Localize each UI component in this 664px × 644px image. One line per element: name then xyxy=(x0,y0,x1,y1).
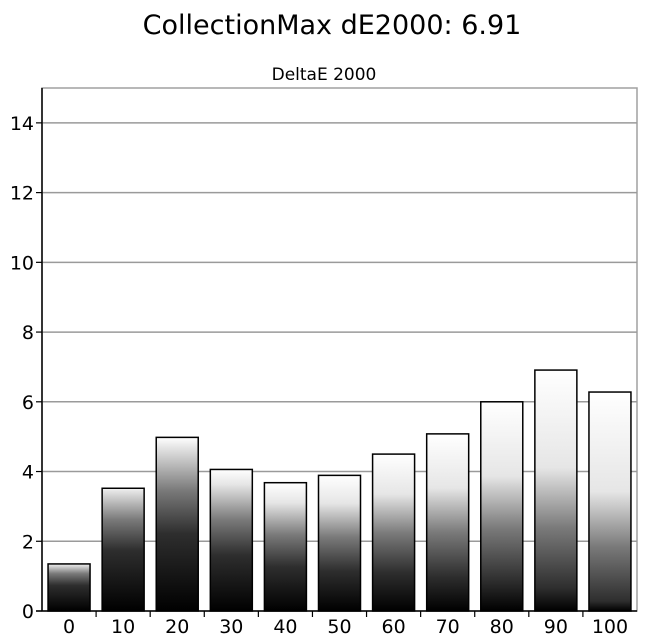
bar-10 xyxy=(101,487,145,612)
y-tick-label: 4 xyxy=(22,462,34,484)
x-tick-label: 50 xyxy=(327,616,351,638)
y-tick-label: 12 xyxy=(10,183,34,205)
bar-90 xyxy=(534,369,578,612)
chart-subtitle: DeltaE 2000 xyxy=(272,65,377,85)
y-tick-label: 6 xyxy=(22,392,34,414)
bar-0 xyxy=(47,563,91,612)
y-tick-label: 2 xyxy=(22,531,34,553)
x-axis: 0 10 20 30 40 50 60 70 80 90 100 xyxy=(36,610,637,638)
bar-70 xyxy=(425,433,470,612)
x-tick-label: 60 xyxy=(381,616,405,638)
x-tick-label: 100 xyxy=(592,616,628,638)
y-tick-label: 10 xyxy=(10,252,34,274)
x-tick-label: 90 xyxy=(544,616,568,638)
x-tick-label: 80 xyxy=(490,616,514,638)
x-tick-label: 0 xyxy=(63,616,75,638)
bar-40 xyxy=(263,481,308,612)
chart-title: CollectionMax dE2000: 6.91 xyxy=(142,10,522,41)
x-tick-label: 70 xyxy=(436,616,460,638)
y-tick-label: 0 xyxy=(22,601,34,623)
bar-80 xyxy=(480,401,524,612)
y-tick-label: 8 xyxy=(22,322,34,344)
x-tick-label: 40 xyxy=(273,616,297,638)
bar-100 xyxy=(588,391,632,612)
x-tick-label: 20 xyxy=(165,616,189,638)
x-tick-label: 30 xyxy=(219,616,243,638)
x-tick-label: 10 xyxy=(111,616,135,638)
y-axis: 0 2 4 6 8 10 12 14 xyxy=(10,88,43,623)
y-tick-label: 14 xyxy=(10,113,34,135)
bar-20 xyxy=(155,436,199,612)
bar-50 xyxy=(317,474,362,612)
bar-60 xyxy=(371,453,416,612)
bar-30 xyxy=(209,468,254,612)
